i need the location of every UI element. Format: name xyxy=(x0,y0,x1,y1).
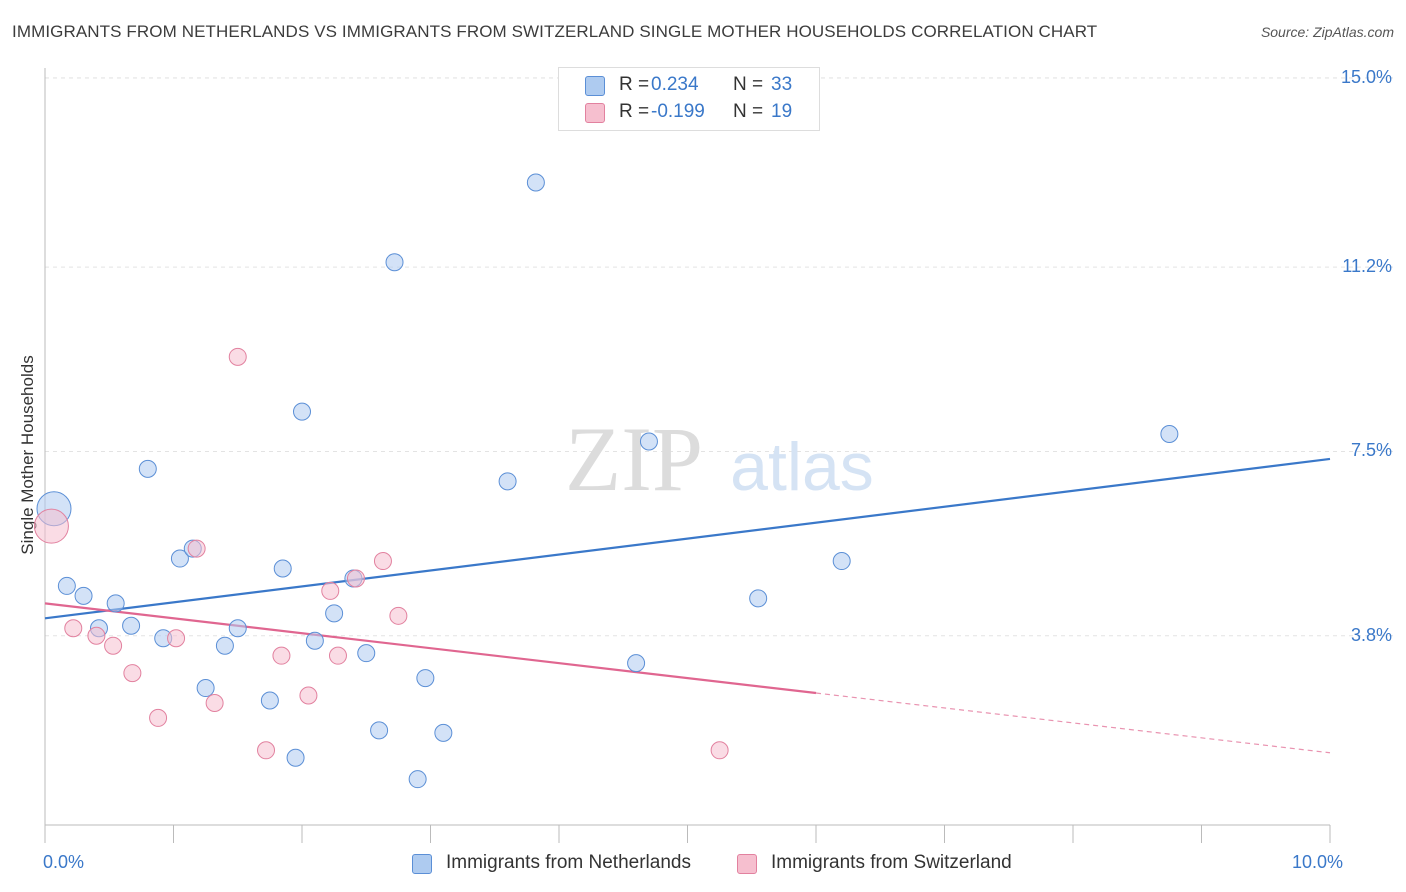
data-point xyxy=(187,539,206,558)
data-point xyxy=(325,604,344,623)
data-point xyxy=(639,432,658,451)
legend-n-label: N = xyxy=(733,101,764,122)
data-point xyxy=(710,741,729,760)
data-point xyxy=(1160,425,1179,444)
y-tick-label: 3.8% xyxy=(1350,624,1392,645)
watermark-zip: ZIP xyxy=(565,408,703,510)
y-tick-label: 15.0% xyxy=(1340,66,1392,87)
series-swatch-switzerland xyxy=(737,854,757,874)
y-tick-label: 7.5% xyxy=(1350,440,1392,461)
data-point xyxy=(370,721,389,740)
data-point xyxy=(434,723,453,742)
legend-swatch-netherlands xyxy=(585,76,605,96)
series-name-netherlands: Immigrants from Netherlands xyxy=(446,852,691,873)
data-point xyxy=(526,173,545,192)
data-point xyxy=(305,631,324,650)
data-point xyxy=(328,646,347,665)
data-point xyxy=(627,654,646,673)
data-point xyxy=(321,581,340,600)
legend-r-label: R = xyxy=(619,74,650,95)
data-point xyxy=(228,619,247,638)
data-point xyxy=(149,708,168,727)
legend-r-value: 0.234 xyxy=(651,74,699,95)
x-tick-label: 10.0% xyxy=(1292,852,1344,872)
data-point xyxy=(138,459,157,478)
data-point xyxy=(122,616,141,635)
data-point xyxy=(228,347,247,366)
data-point xyxy=(272,646,291,665)
data-point xyxy=(749,589,768,608)
data-point xyxy=(357,644,376,663)
source-label: Source: ZipAtlas.com xyxy=(1260,24,1394,40)
chart-title: IMMIGRANTS FROM NETHERLANDS VS IMMIGRANT… xyxy=(12,22,1098,41)
data-point xyxy=(293,402,311,421)
trend-line-0 xyxy=(44,457,1331,620)
data-points xyxy=(33,173,1179,789)
watermark-atlas: atlas xyxy=(730,429,874,505)
data-point xyxy=(408,770,427,789)
data-point xyxy=(104,636,123,655)
data-point xyxy=(123,664,142,683)
data-point xyxy=(832,552,851,571)
axes xyxy=(44,68,1331,843)
data-point xyxy=(498,472,517,491)
series-name-switzerland: Immigrants from Switzerland xyxy=(771,852,1012,873)
data-point xyxy=(57,576,76,595)
data-point xyxy=(257,741,276,760)
data-point xyxy=(286,748,305,767)
data-point xyxy=(170,549,189,568)
correlation-legend: R = 0.234 N = 33 R = -0.199 N = 19 xyxy=(558,67,820,131)
series-swatch-netherlands xyxy=(412,854,432,874)
data-point xyxy=(167,629,186,648)
data-point xyxy=(205,693,224,712)
trend-line-dashed-1 xyxy=(815,692,1331,754)
data-point xyxy=(74,586,93,605)
legend-n-value: 19 xyxy=(771,101,793,122)
data-point xyxy=(260,691,279,710)
legend-r-value: -0.199 xyxy=(651,101,705,122)
legend-n-label: N = xyxy=(733,74,764,95)
data-point xyxy=(33,508,69,544)
data-point xyxy=(273,559,292,578)
data-point xyxy=(64,619,83,638)
data-point xyxy=(373,552,392,571)
data-point xyxy=(87,626,106,645)
data-point xyxy=(389,606,408,625)
trend-lines xyxy=(44,457,1331,754)
legend-r-label: R = xyxy=(619,101,650,122)
data-point xyxy=(106,594,125,613)
data-point xyxy=(196,679,215,698)
data-point xyxy=(299,686,318,705)
data-point xyxy=(385,253,404,272)
data-point xyxy=(416,669,435,688)
watermark: ZIP atlas xyxy=(565,408,874,510)
gridlines xyxy=(45,77,1395,637)
data-point xyxy=(215,636,234,655)
y-tick-label: 11.2% xyxy=(1342,256,1392,277)
legend-n-value: 33 xyxy=(771,74,793,95)
x-tick-label: 0.0% xyxy=(43,852,85,872)
legend-swatch-switzerland xyxy=(585,103,605,123)
trend-line-1 xyxy=(44,602,817,695)
data-point xyxy=(346,569,365,588)
